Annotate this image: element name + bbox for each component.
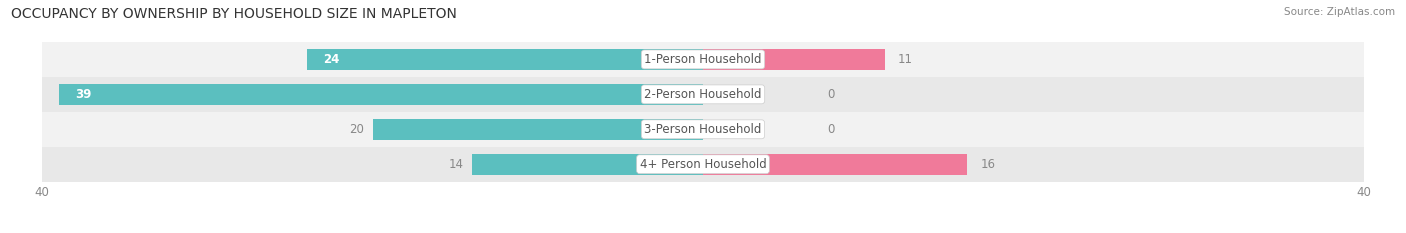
Text: 0: 0 [827, 123, 834, 136]
Bar [703, 49, 884, 70]
Text: Source: ZipAtlas.com: Source: ZipAtlas.com [1284, 7, 1395, 17]
Text: OCCUPANCY BY OWNERSHIP BY HOUSEHOLD SIZE IN MAPLETON: OCCUPANCY BY OWNERSHIP BY HOUSEHOLD SIZE… [11, 7, 457, 21]
Bar [373, 119, 703, 140]
Text: 14: 14 [449, 158, 464, 171]
Bar [42, 42, 1364, 77]
Text: 4+ Person Household: 4+ Person Household [640, 158, 766, 171]
Bar [42, 112, 1364, 147]
Text: 24: 24 [323, 53, 339, 66]
Text: 11: 11 [898, 53, 912, 66]
Text: 0: 0 [827, 88, 834, 101]
Text: 16: 16 [980, 158, 995, 171]
Bar [471, 154, 703, 175]
Text: 39: 39 [75, 88, 91, 101]
Bar [42, 147, 1364, 182]
Bar [42, 77, 1364, 112]
Bar [59, 84, 703, 105]
Text: 1-Person Household: 1-Person Household [644, 53, 762, 66]
Bar [307, 49, 703, 70]
Text: 3-Person Household: 3-Person Household [644, 123, 762, 136]
Bar [703, 154, 967, 175]
Text: 2-Person Household: 2-Person Household [644, 88, 762, 101]
Text: 20: 20 [350, 123, 364, 136]
